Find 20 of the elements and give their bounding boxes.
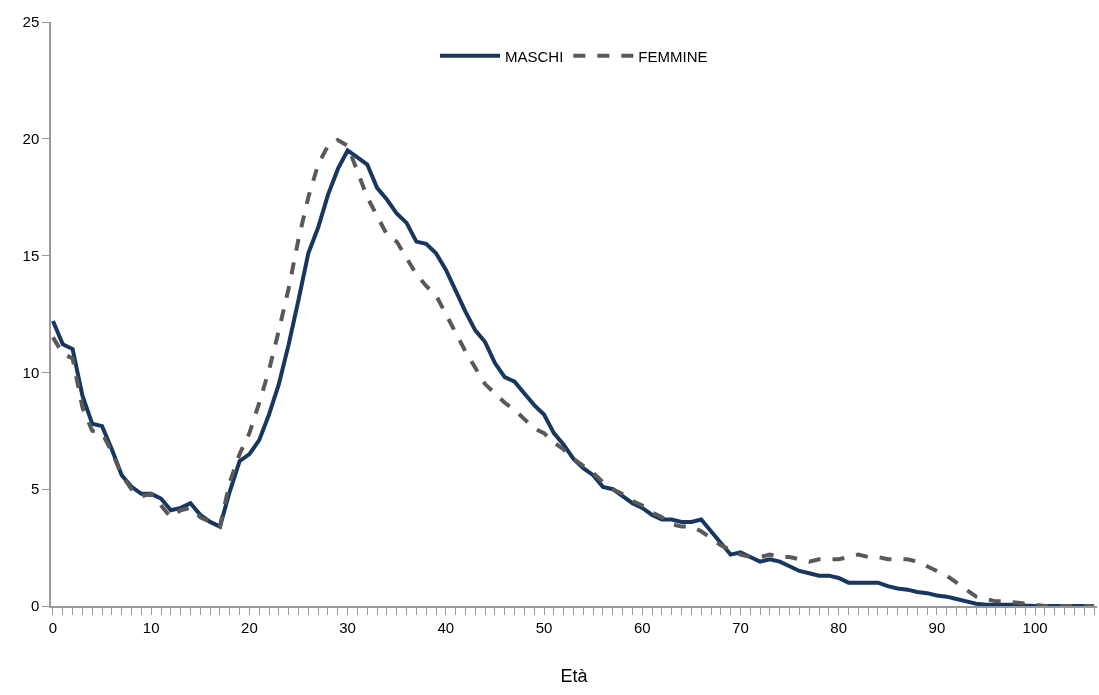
y-tick-label: 5 bbox=[30, 480, 40, 498]
x-tick-label: 80 bbox=[830, 618, 848, 636]
x-tick-label: 40 bbox=[437, 618, 455, 636]
x-tick-label: 10 bbox=[142, 618, 160, 636]
x-tick-label: 20 bbox=[241, 618, 258, 636]
x-tick-label: 30 bbox=[339, 618, 356, 636]
y-tick-label: 25 bbox=[22, 13, 40, 31]
x-tick-label: 0 bbox=[48, 618, 58, 636]
x-axis-title: Età bbox=[560, 666, 589, 687]
x-tick-label: 50 bbox=[535, 618, 553, 636]
y-tick-label: 10 bbox=[22, 363, 40, 381]
y-tick-label: 0 bbox=[30, 597, 40, 615]
x-tick-label: 60 bbox=[633, 618, 651, 636]
x-tick-label: 90 bbox=[928, 618, 946, 636]
legend-label: FEMMINE bbox=[638, 47, 708, 65]
y-tick-label: 15 bbox=[22, 246, 40, 264]
x-tick-label: 70 bbox=[732, 618, 749, 636]
x-tick-label: 100 bbox=[1022, 618, 1048, 636]
legend-label: MASCHI bbox=[505, 47, 564, 65]
y-tick-label: 20 bbox=[22, 130, 40, 148]
